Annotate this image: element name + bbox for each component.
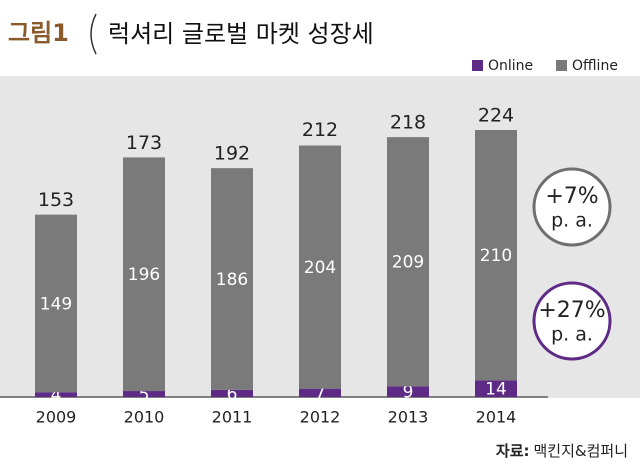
- chart-title: 럭셔리 글로벌 마켓 성장세: [108, 20, 374, 48]
- x-tick-label: 2011: [212, 408, 253, 427]
- value-label: 149: [40, 294, 72, 314]
- value-label: 209: [392, 253, 424, 273]
- separator: [90, 13, 97, 55]
- value-label: 7: [315, 384, 326, 404]
- x-tick-label: 2010: [124, 408, 165, 427]
- legend-label: Offline: [572, 58, 618, 74]
- total-label: 218: [390, 112, 426, 134]
- bar-segment: [299, 145, 341, 389]
- bar-segment: [123, 157, 165, 392]
- x-tick-label: 2009: [36, 408, 77, 427]
- x-tick-label: 2014: [476, 408, 517, 427]
- x-tick-label: 2012: [300, 408, 341, 427]
- bar-segment: [35, 392, 77, 397]
- value-label: 186: [216, 270, 248, 290]
- bar-segment: [387, 386, 429, 397]
- bar-segment: [123, 391, 165, 397]
- value-label: 14: [485, 380, 507, 400]
- bar-segment: [211, 168, 253, 390]
- bar-segment: [211, 389, 253, 397]
- annotation-sub: p. a.: [551, 324, 593, 346]
- legend-swatch: [472, 60, 483, 71]
- x-tick-label: 2013: [388, 408, 429, 427]
- annotation-text: +7%: [545, 184, 598, 209]
- source-label: 자료:: [496, 442, 530, 460]
- bar-segment: [475, 130, 517, 381]
- annotation-circle: [532, 281, 612, 361]
- annotation-text: +27%: [538, 298, 605, 323]
- total-label: 212: [302, 119, 338, 141]
- figure-label: 그림1: [8, 19, 69, 47]
- bar-segment: [35, 214, 77, 393]
- value-label: 5: [139, 385, 150, 405]
- annotation-circle: [532, 167, 612, 247]
- total-label: 224: [478, 105, 514, 127]
- value-label: 6: [227, 384, 238, 404]
- value-label: 9: [403, 383, 414, 403]
- legend-label: Online: [488, 58, 533, 74]
- total-label: 173: [126, 132, 162, 154]
- value-label: 204: [304, 258, 336, 278]
- value-label: 4: [51, 386, 62, 406]
- total-label: 192: [214, 143, 250, 165]
- legend-swatch: [556, 60, 567, 71]
- bar-segment: [387, 137, 429, 387]
- source-text: 맥킨지&컴퍼니: [534, 442, 629, 460]
- source: 자료: 맥킨지&컴퍼니: [496, 442, 628, 460]
- bar-segment: [299, 388, 341, 397]
- annotation-sub: p. a.: [551, 210, 593, 232]
- total-label: 153: [38, 189, 74, 211]
- bar-segment: [475, 380, 517, 397]
- value-label: 210: [480, 246, 512, 266]
- value-label: 196: [128, 265, 160, 285]
